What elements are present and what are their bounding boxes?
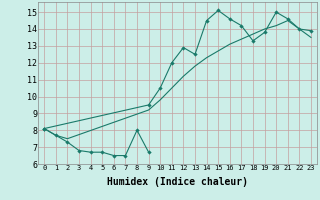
X-axis label: Humidex (Indice chaleur): Humidex (Indice chaleur) — [107, 177, 248, 187]
